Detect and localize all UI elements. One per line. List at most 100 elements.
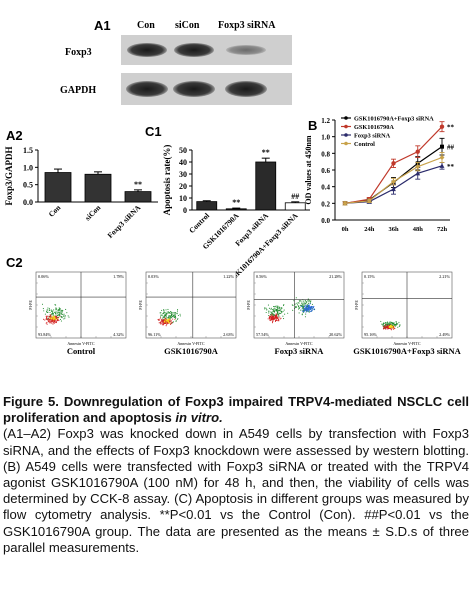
flow-event-dot <box>308 306 310 308</box>
series-line <box>344 146 443 204</box>
flow-event-dot <box>268 310 270 312</box>
flow-event-dot <box>170 316 172 318</box>
quadrant-value: 1.78% <box>113 274 124 279</box>
flow-event-dot <box>275 315 277 317</box>
flow-event-dot <box>159 321 161 324</box>
flow-event-dot <box>275 317 277 319</box>
y-tick-label: 10 <box>179 194 187 203</box>
y-tick-label: 1.5 <box>23 146 33 155</box>
flow-event-dot <box>166 311 168 313</box>
significance-mark: ** <box>262 148 270 157</box>
flow-event-dot <box>164 322 166 324</box>
data-point <box>415 164 421 170</box>
x-tick-label: Control <box>187 211 211 235</box>
legend-label: GSK1016790A+Foxp3 siRNA <box>354 116 434 123</box>
flow-event-dot <box>50 317 52 319</box>
flow-x-axis-label: Annexin V-FITC <box>177 341 205 346</box>
flow-event-dot <box>276 316 279 318</box>
flow-event-dot <box>305 313 307 315</box>
y-tick-label: 1.2 <box>321 117 330 125</box>
flow-event-dot <box>397 326 399 328</box>
flow-event-dot <box>298 302 300 304</box>
flow-plot: 0.06% 1.78% 93.84% 4.32% Annexin V-FITC PI-PE… <box>28 271 127 356</box>
flow-event-dot <box>276 318 278 320</box>
flow-event-dot <box>389 327 391 329</box>
flow-event-dot <box>174 315 176 317</box>
flow-event-dot <box>165 316 167 318</box>
flow-event-dot <box>172 315 174 318</box>
flow-event-dot <box>265 311 267 314</box>
significance-mark: ** <box>134 180 142 189</box>
flow-event-dot <box>283 309 285 311</box>
flow-event-dot <box>167 308 169 310</box>
flow-event-dot <box>301 314 303 316</box>
bar <box>255 161 277 211</box>
flow-event-dot <box>392 326 394 328</box>
flow-event-dot <box>170 322 172 324</box>
flow-event-dot <box>45 322 47 324</box>
flow-event-dot <box>264 307 266 309</box>
flow-event-dot <box>46 311 48 314</box>
y-tick-label: 1.0 <box>23 163 33 172</box>
data-point <box>366 198 372 204</box>
flow-event-dot <box>162 323 164 325</box>
flow-event-dot <box>392 328 394 330</box>
flow-event-dot <box>174 313 176 315</box>
flow-event-dot <box>177 314 179 317</box>
flow-event-dot <box>51 320 53 322</box>
y-tick-label: 0 <box>183 206 187 215</box>
y-tick-label: 20 <box>179 182 187 191</box>
flow-event-dot <box>163 321 165 323</box>
flow-event-dot <box>275 310 278 312</box>
x-tick-label: 36h <box>388 226 399 233</box>
flow-event-dot <box>176 313 178 315</box>
flow-event-dot <box>55 312 57 314</box>
flow-event-dot <box>168 318 170 320</box>
flow-event-dot <box>275 305 277 307</box>
flow-event-dot <box>390 326 392 328</box>
flow-event-dot <box>64 315 66 317</box>
flow-event-dot <box>273 317 275 319</box>
flow-event-dot <box>166 313 168 315</box>
flow-event-dot <box>55 321 57 323</box>
flow-event-dot <box>272 315 274 317</box>
flow-event-dot <box>270 307 272 309</box>
flow-event-dot <box>169 317 171 319</box>
flow-event-dot <box>280 312 282 315</box>
flow-event-dot <box>59 316 61 318</box>
flow-event-dot <box>166 324 168 326</box>
flow-event-dot <box>307 300 309 302</box>
flow-event-dot <box>304 299 306 302</box>
flow-event-dot <box>43 310 45 312</box>
flow-event-dot <box>309 303 311 305</box>
flow-event-dot <box>277 308 279 310</box>
flow-event-dot <box>59 318 61 321</box>
flow-event-dot <box>166 323 168 325</box>
flow-event-dot <box>394 327 396 329</box>
flow-event-dot <box>278 306 280 308</box>
flow-event-dot <box>46 316 48 319</box>
x-tick-label: 48h <box>413 226 424 233</box>
flow-event-dot <box>399 325 401 327</box>
flow-event-dot <box>302 310 304 312</box>
blot-row-gapdh: GAPDH <box>60 85 96 96</box>
flow-event-dot <box>274 310 276 312</box>
flow-event-dot <box>275 314 277 316</box>
flow-event-dot <box>63 315 65 318</box>
flow-event-dot <box>173 313 175 315</box>
y-tick-label: 0.4 <box>321 184 330 192</box>
flow-event-dot <box>387 324 389 326</box>
flow-x-axis-label: Annexin V-FITC <box>285 341 313 346</box>
flow-event-dot <box>273 311 275 313</box>
flow-event-dot <box>278 315 280 317</box>
y-tick-label: 0.5 <box>23 181 33 190</box>
chart-a2: 0.0 0.5 1.0 1.5 Foxp3/GAPDH Con siCon Foxp3 siR… <box>4 146 158 240</box>
flow-event-dot <box>389 325 391 327</box>
flow-event-dot <box>302 303 304 305</box>
flow-event-dot <box>55 316 57 318</box>
flow-event-dot <box>271 308 273 311</box>
flow-event-dot <box>278 307 280 309</box>
quadrant-value: 21.28% <box>329 274 342 279</box>
quadrant-value: 0.03% <box>148 274 159 279</box>
